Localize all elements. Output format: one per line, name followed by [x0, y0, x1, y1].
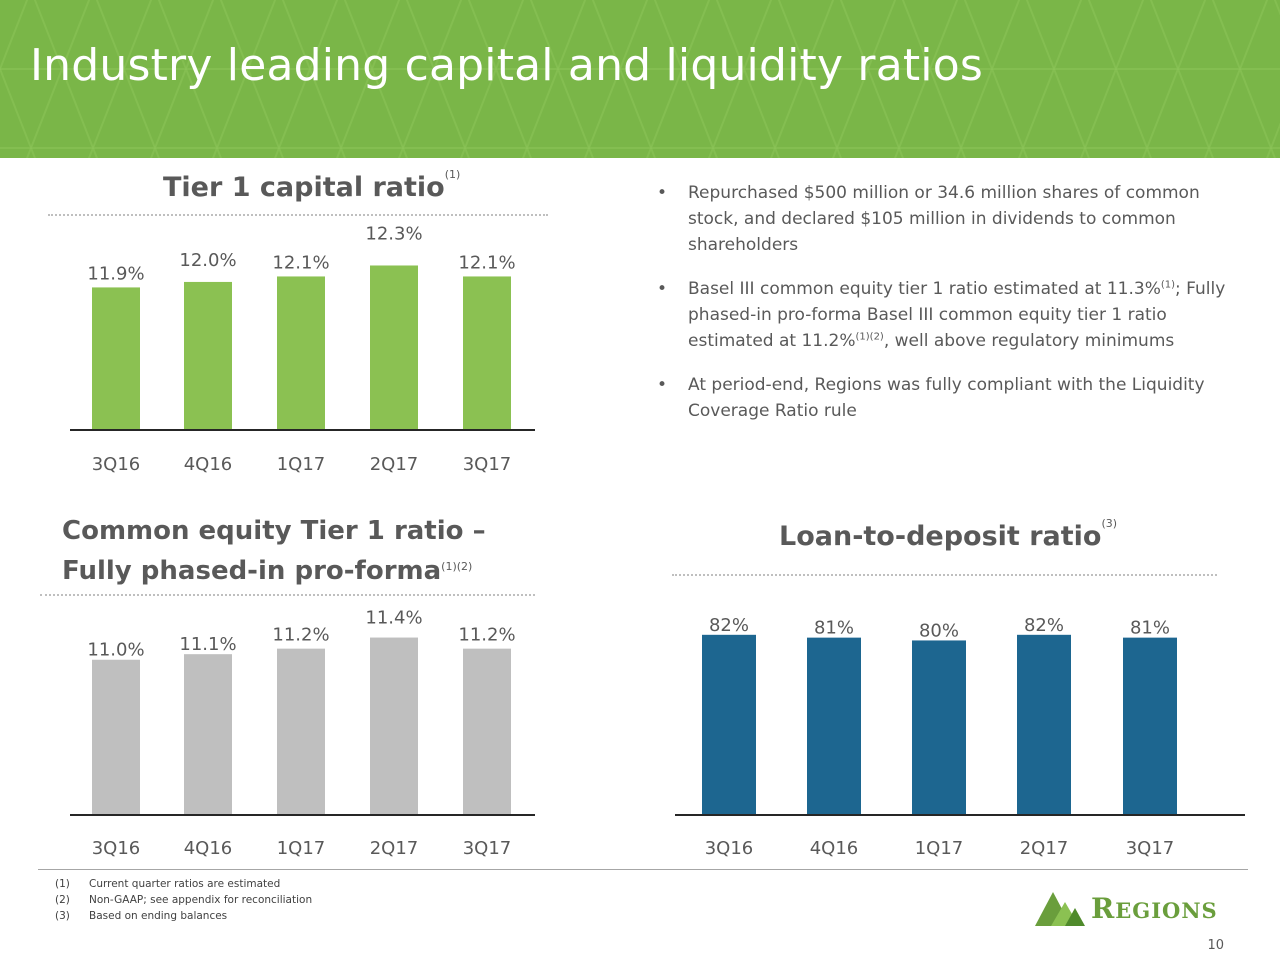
data-label-2Q17: 12.3% [365, 225, 422, 244]
chart-cet1: 11.0% 3Q16 11.1% 4Q16 11.2% 1Q17 11.4% 2Q17 11.2… [0, 590, 620, 870]
bar-1Q17 [277, 648, 325, 815]
data-label-3Q16: 11.9% [87, 263, 144, 284]
page-title: Industry leading capital and liquidity r… [30, 40, 983, 91]
bar-1Q17 [277, 276, 325, 430]
bullet-text: At period-end, Regions was fully complia… [688, 375, 1205, 421]
tick-label-2Q17: 2Q17 [370, 454, 419, 475]
bullet-item: • Repurchased $500 million or 34.6 millio… [655, 180, 1235, 258]
bar-4Q16 [807, 637, 861, 815]
data-label-3Q17: 12.1% [458, 252, 515, 273]
tick-label-4Q16: 4Q16 [184, 454, 233, 475]
footnotes: (1) Current quarter ratios are estimated … [55, 876, 312, 924]
bullet-dot-icon: • [657, 375, 668, 395]
footnote: (2) Non-GAAP; see appendix for reconcilia… [55, 892, 312, 908]
data-label-2Q17: 82% [1024, 615, 1064, 636]
chart-tier1: 11.9% 3Q16 12.0% 4Q16 12.1% 1Q17 12.3% 2Q17 12.1… [0, 225, 620, 485]
tick-label-3Q16: 3Q16 [705, 838, 754, 859]
header-pattern [0, 0, 1280, 158]
footnote-text: Current quarter ratios are estimated [89, 878, 281, 890]
footnote: (1) Current quarter ratios are estimated [55, 876, 312, 892]
data-label-4Q16: 11.1% [179, 634, 236, 655]
bullet-item: • Basel III common equity tier 1 ratio es… [655, 276, 1235, 354]
footnote-number: (1) [55, 878, 70, 890]
tick-label-3Q17: 3Q17 [1126, 838, 1175, 859]
bullet-list: • Repurchased $500 million or 34.6 millio… [655, 180, 1235, 442]
tick-label-3Q17: 3Q17 [463, 838, 512, 859]
divider-dotted [48, 214, 548, 216]
footer-divider [38, 869, 1248, 870]
bullet-note-b: (1)(2) [855, 331, 884, 343]
bar-2Q17 [370, 265, 418, 430]
chart-title-ltd-text: Loan-to-deposit ratio [779, 521, 1102, 552]
header-triangle-pattern [0, 0, 1280, 158]
bar-3Q17 [463, 648, 511, 815]
tick-label-3Q16: 3Q16 [92, 454, 141, 475]
data-label-1Q17: 12.1% [272, 252, 329, 273]
divider-dotted [40, 594, 535, 596]
footnote: (3) Based on ending balances [55, 908, 312, 924]
bar-3Q16 [92, 287, 140, 430]
bullet-dot-icon: • [657, 183, 668, 203]
bullet-text-b: ; Fully phased-in pro-forma Basel III co… [688, 279, 1226, 351]
header-banner: Industry leading capital and liquidity r… [0, 0, 1280, 158]
data-label-1Q17: 11.2% [272, 625, 329, 646]
bar-4Q16 [184, 281, 232, 430]
chart-title-ltd: Loan-to-deposit ratio(3) [779, 517, 1117, 552]
pyramid-logo-icon [1035, 892, 1085, 926]
tick-label-4Q16: 4Q16 [184, 838, 233, 859]
logo-wordmark: REGIONS [1091, 892, 1218, 925]
chart-title-cet1-line1: Common equity Tier 1 ratio – [62, 516, 486, 546]
tick-label-3Q17: 3Q17 [463, 454, 512, 475]
data-label-4Q16: 81% [814, 618, 854, 639]
data-label-3Q16: 11.0% [87, 640, 144, 661]
bullet-text-a: Basel III common equity tier 1 ratio est… [688, 279, 1161, 299]
tick-label-3Q16: 3Q16 [92, 838, 141, 859]
data-label-4Q16: 12.0% [179, 250, 236, 271]
footnote-text: Based on ending balances [89, 910, 228, 922]
bullet-item: • At period-end, Regions was fully compli… [655, 372, 1235, 424]
tick-label-1Q17: 1Q17 [915, 838, 964, 859]
tick-label-1Q17: 1Q17 [277, 838, 326, 859]
chart-ltd: 82% 3Q16 81% 4Q16 80% 1Q17 82% 2Q17 81% 3Q17 [620, 590, 1260, 870]
chart-title-tier1: Tier 1 capital ratio(1) [163, 168, 460, 203]
data-label-3Q17: 11.2% [458, 625, 515, 646]
footnote-number: (2) [55, 894, 70, 906]
bar-3Q16 [92, 659, 140, 815]
data-label-3Q17: 81% [1130, 618, 1170, 639]
tick-label-2Q17: 2Q17 [370, 838, 419, 859]
bar-3Q16 [702, 634, 756, 815]
chart-title-cet1-note: (1)(2) [441, 560, 473, 573]
chart-title-cet1: Common equity Tier 1 ratio – Fully phase… [62, 511, 486, 591]
tick-label-4Q16: 4Q16 [810, 838, 859, 859]
bullet-text-c: , well above regulatory minimums [883, 331, 1175, 351]
tick-label-2Q17: 2Q17 [1020, 838, 1069, 859]
chart-tier1-svg: 11.9% 3Q16 12.0% 4Q16 12.1% 1Q17 12.3% 2Q17 12.1… [70, 225, 535, 475]
bar-1Q17 [912, 640, 966, 815]
chart-ltd-svg: 82% 3Q16 81% 4Q16 80% 1Q17 82% 2Q17 81% 3Q17 [675, 615, 1245, 859]
chart-cet1-svg: 11.0% 3Q16 11.1% 4Q16 11.2% 1Q17 11.4% 2Q17 11.2… [70, 608, 535, 859]
bar-3Q17 [463, 276, 511, 430]
bullet-text: Repurchased $500 million or 34.6 million… [688, 183, 1200, 255]
data-label-1Q17: 80% [919, 620, 959, 641]
bar-2Q17 [1017, 634, 1071, 815]
divider-dotted [672, 574, 1217, 576]
regions-logo: REGIONS [1033, 888, 1245, 930]
footnote-number: (3) [55, 910, 70, 922]
bar-4Q16 [184, 654, 232, 815]
footnote-text: Non-GAAP; see appendix for reconciliatio… [89, 894, 313, 906]
bar-2Q17 [370, 637, 418, 815]
bar-3Q17 [1123, 637, 1177, 815]
page-number: 10 [1207, 938, 1224, 953]
bullet-note-a: (1) [1160, 279, 1176, 291]
bullet-dot-icon: • [657, 279, 668, 299]
chart-title-cet1-line2: Fully phased-in pro-forma [62, 556, 442, 586]
data-label-2Q17: 11.4% [365, 608, 422, 629]
chart-title-tier1-text: Tier 1 capital ratio [163, 172, 445, 203]
chart-title-ltd-note: (3) [1101, 517, 1118, 530]
data-label-3Q16: 82% [709, 615, 749, 636]
tick-label-1Q17: 1Q17 [277, 454, 326, 475]
chart-title-tier1-note: (1) [444, 168, 461, 181]
